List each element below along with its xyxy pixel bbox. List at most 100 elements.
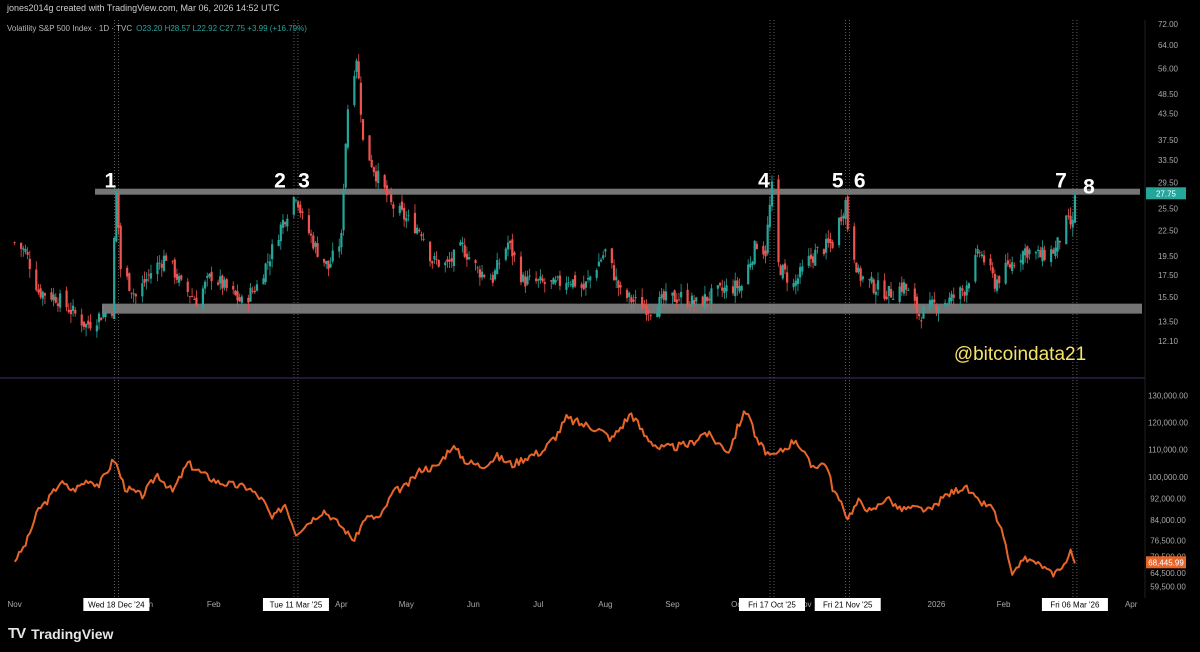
vix-candle (100, 317, 103, 321)
vix-candle (145, 272, 148, 290)
time-axis[interactable]: NovJanFebAprMayJunJulAugSepOctNov2026Feb… (8, 598, 1138, 611)
tradingview-brand[interactable]: TV TradingView (8, 625, 113, 642)
vix-candle (216, 279, 220, 287)
vix-candle (327, 260, 330, 277)
vix-candle (208, 273, 211, 279)
vix-candle (718, 281, 722, 288)
vix-candle (115, 188, 118, 243)
vix-candle (268, 254, 272, 276)
vix-candle (1054, 240, 1057, 260)
vix-candle (110, 311, 114, 319)
price-axis[interactable]: 72.00 64.00 56.00 48.50 43.50 37.50 33.50 29.50… (1146, 20, 1189, 592)
vix-candle (128, 272, 131, 292)
vix-candle (859, 265, 862, 287)
vix-candle (991, 261, 994, 278)
vix-candle (26, 247, 29, 260)
vix-tick-label: 64.00 (1158, 41, 1179, 50)
vix-candle (630, 294, 633, 311)
vix-candle (407, 209, 410, 222)
vix-candle (338, 238, 341, 258)
vix-candle (134, 293, 137, 305)
vix-candle (52, 287, 55, 307)
vix-candle (931, 295, 934, 308)
vix-candle (686, 283, 689, 309)
time-tick-label: Jul (533, 600, 543, 609)
vix-candle (907, 287, 910, 291)
vix-candle (156, 256, 159, 282)
vix-candle (398, 203, 401, 216)
vix-candle (1026, 245, 1029, 264)
vix-candle (543, 278, 546, 293)
vix-candle (253, 285, 256, 295)
vix-candle (755, 240, 758, 250)
vix-candle (842, 212, 845, 226)
vix-candle (554, 275, 557, 286)
vix-candle (1039, 246, 1042, 258)
vix-candle (673, 289, 676, 303)
vix-candle (978, 249, 981, 258)
vix-candle (734, 272, 737, 304)
btc-price-line[interactable] (13, 410, 1076, 578)
vix-candle (920, 316, 923, 329)
vix-candle (889, 282, 893, 298)
symbol-legend[interactable]: Volatility S&P 500 Index · 1D · TVC O23.2… (7, 24, 307, 33)
btc-tick-label: 64,500.00 (1150, 569, 1186, 578)
vix-candle (535, 271, 538, 284)
vix-candle (450, 251, 453, 268)
vix-candle (792, 278, 795, 291)
symbol-name: Volatility S&P 500 Index · 1D · TVC (7, 24, 132, 33)
highlighted-date-label: Fri 21 Nov '25 (823, 601, 873, 610)
vix-candle (316, 236, 319, 258)
vix-candle (870, 271, 873, 284)
vix-candle (961, 285, 964, 297)
vix-candle (89, 314, 92, 331)
vix-candle (628, 291, 631, 304)
vix-last-value-tag (1146, 187, 1186, 200)
vix-candle (403, 203, 406, 227)
time-tick-label: Feb (997, 600, 1011, 609)
btc-tick-label: 110,000.00 (1148, 446, 1188, 455)
vix-candle (887, 286, 890, 304)
vix-candle (1013, 262, 1016, 269)
vix-candle (705, 296, 709, 308)
vix-candle (496, 252, 499, 275)
vix-tick-label: 13.50 (1158, 317, 1179, 326)
vix-candle (766, 216, 769, 256)
vix-candle (524, 270, 527, 293)
vix-candle (292, 196, 295, 218)
time-tick-label: Sep (665, 600, 680, 609)
vix-candle (158, 255, 161, 270)
vix-candle (519, 251, 523, 286)
resistance-band[interactable] (95, 188, 1140, 195)
vix-candle (240, 294, 243, 305)
vix-candle (509, 240, 512, 250)
vix-candle (1034, 250, 1038, 260)
vix-tick-label: 33.50 (1158, 156, 1179, 165)
vix-tick-label: 22.50 (1158, 227, 1179, 236)
time-tick-label: Feb (207, 600, 221, 609)
vix-candle (126, 265, 129, 280)
vix-candle (965, 280, 968, 303)
vix-candle (708, 291, 711, 306)
vix-candle (493, 268, 497, 281)
vix-candle (331, 242, 334, 264)
vix-candle (74, 307, 77, 317)
vix-candle (935, 303, 938, 316)
vix-candle (1058, 240, 1061, 250)
vix-tick-label: 19.50 (1158, 252, 1179, 261)
vix-candle (688, 300, 691, 312)
time-tick-label: Nov (8, 600, 22, 609)
vix-candle (541, 274, 544, 283)
vix-candle (511, 233, 514, 266)
vix-candle (855, 262, 858, 273)
vix-candle (918, 313, 921, 321)
vix-tick-label: 12.10 (1158, 337, 1179, 346)
top-caption-bar: jones2014g created with TradingView.com,… (0, 0, 1200, 20)
vix-candle (801, 259, 804, 276)
vix-candle (625, 287, 629, 302)
vix-candle (433, 252, 436, 264)
vix-candle (595, 268, 598, 281)
highlighted-date-tag (83, 598, 150, 611)
vix-candle (225, 277, 228, 292)
support-band[interactable] (102, 303, 1142, 314)
